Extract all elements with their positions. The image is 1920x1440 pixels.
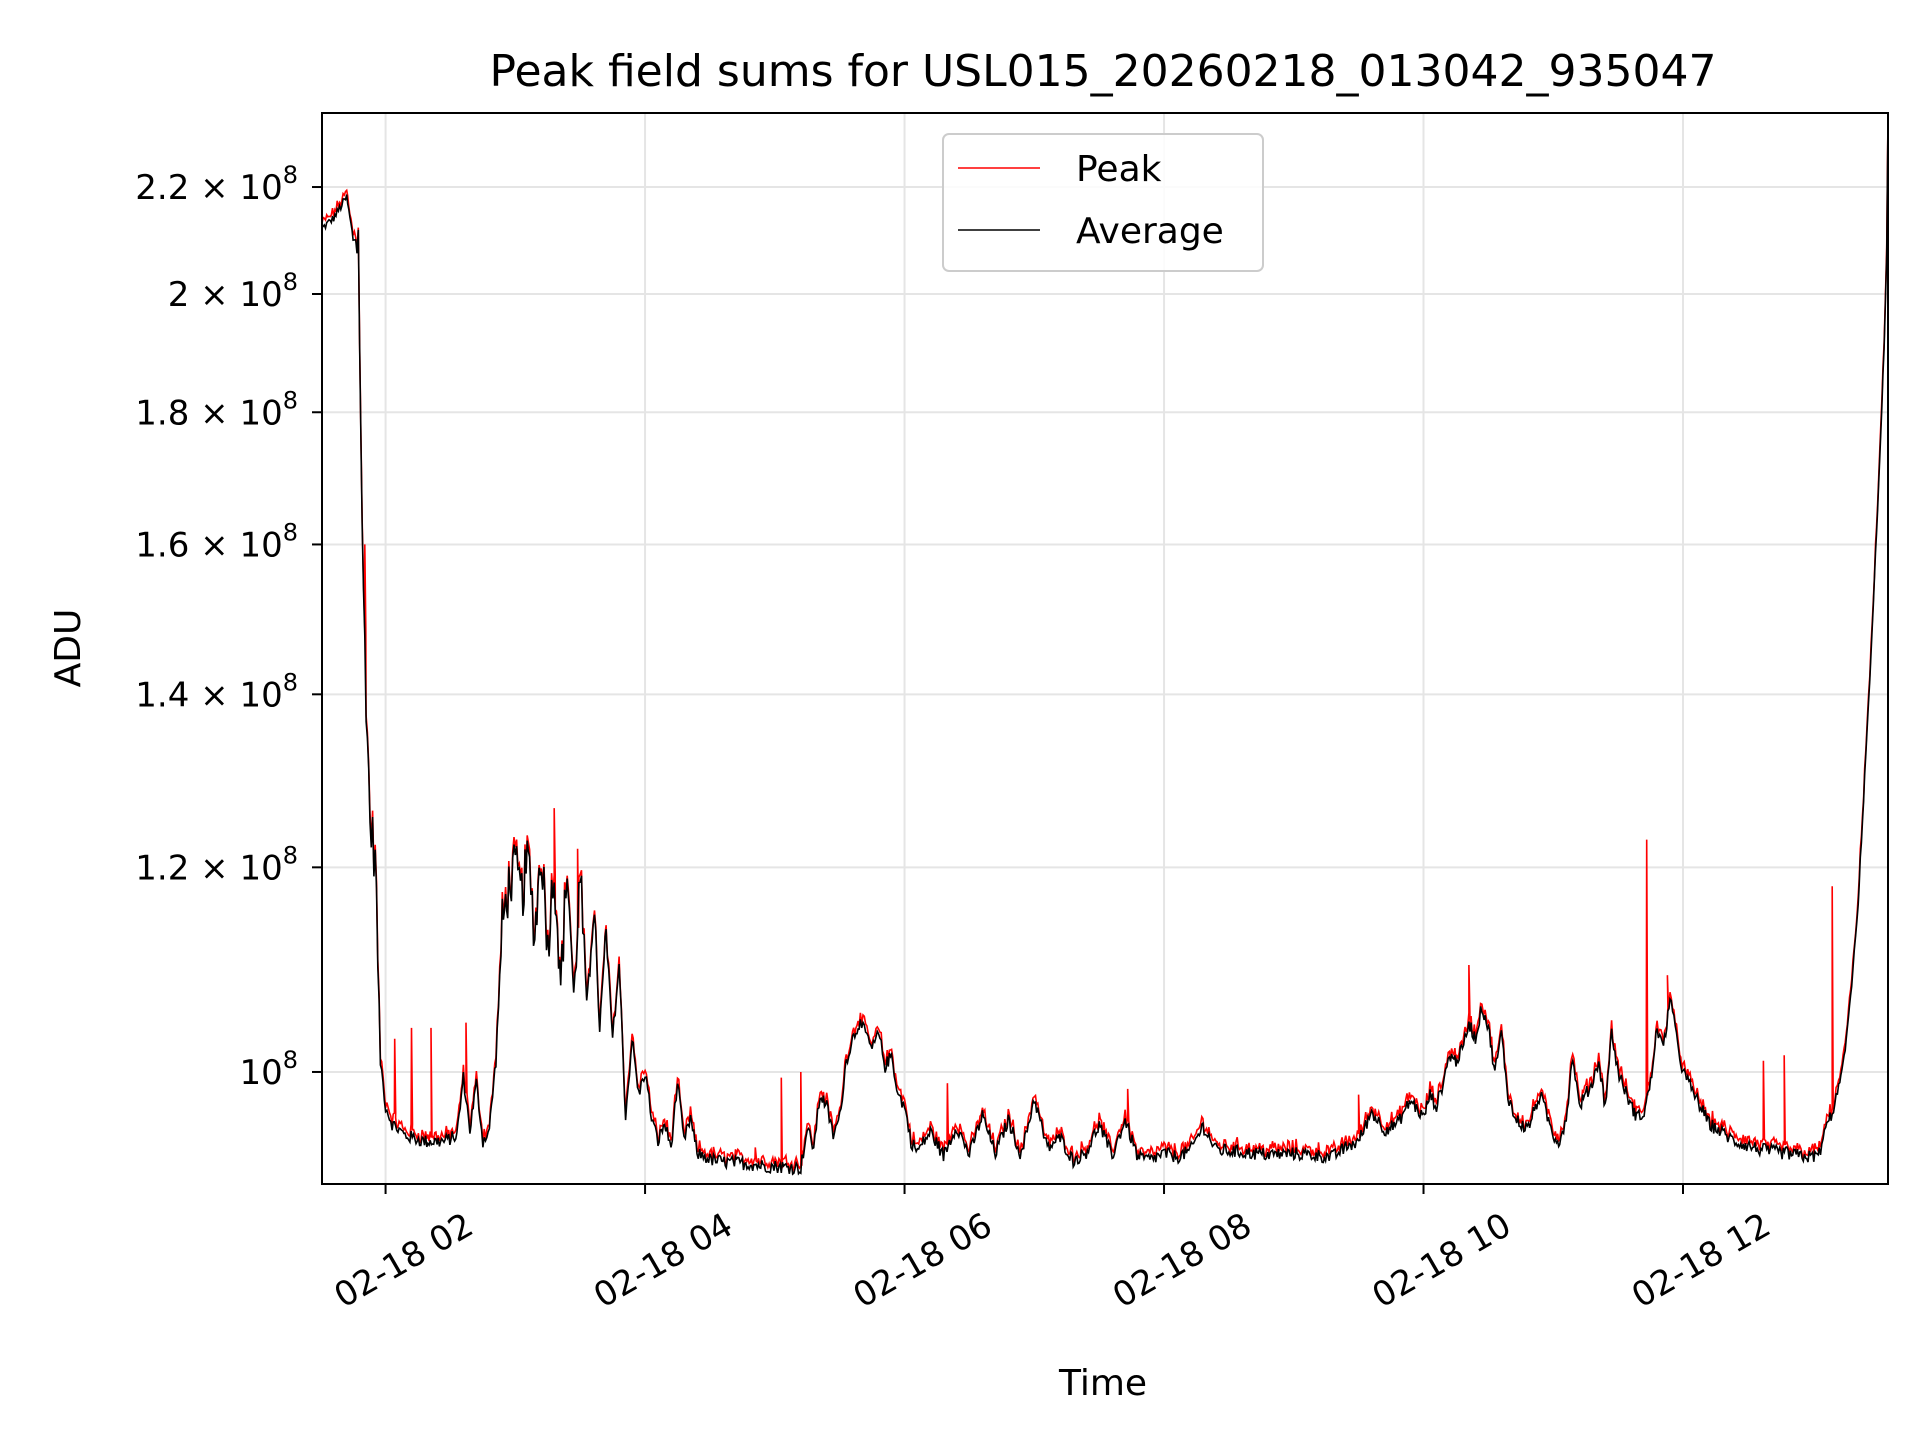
y-tick-label: 1.8 × 108: [135, 386, 298, 433]
y-tick-label: 108: [239, 1046, 298, 1093]
y-tick-label: 1.4 × 108: [135, 668, 298, 715]
y-tick-label: 2.2 × 108: [135, 161, 298, 208]
y-axis: 108 1.2 × 108 1.4 × 108 1.6 × 108 1.8 × 108 2…: [135, 161, 322, 1093]
plot-frame: [321, 112, 1889, 1185]
chart-title: Peak field sums for USL015_20260218_0130…: [490, 46, 1717, 97]
series-average-line: [322, 117, 1888, 1176]
y-axis-label: ADU: [48, 609, 89, 688]
y-tick-label: 2 × 108: [168, 268, 298, 315]
grid: [322, 113, 1888, 1184]
plot-area: [322, 115, 1888, 1176]
x-axis-label: Time: [1058, 1363, 1147, 1404]
legend-peak-label: Peak: [1076, 149, 1162, 190]
legend-average-label: Average: [1076, 211, 1224, 252]
y-tick-label: 1.6 × 108: [135, 518, 298, 565]
y-tick-label: 1.2 × 108: [135, 841, 298, 888]
legend: Peak Average: [942, 133, 1264, 272]
